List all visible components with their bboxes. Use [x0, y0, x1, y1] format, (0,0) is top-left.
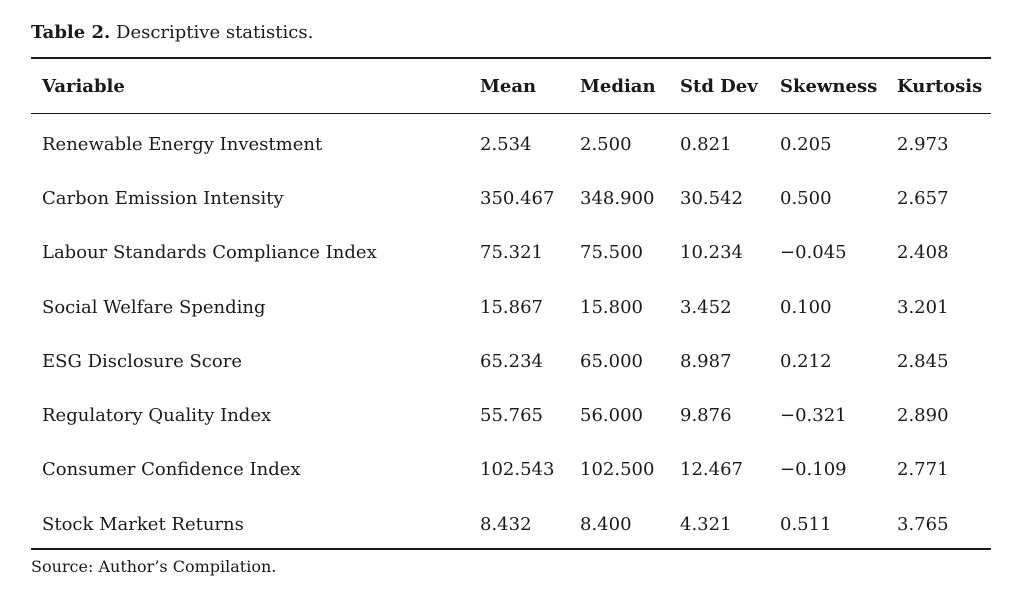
cell-std-dev: 3.452 — [680, 296, 732, 318]
cell-variable: Labour Standards Compliance Index — [42, 242, 377, 264]
cell-skewness: −0.045 — [780, 242, 847, 264]
cell-mean: 8.432 — [480, 513, 532, 535]
cell-kurtosis: 2.771 — [897, 459, 949, 481]
table-row: Stock Market Returns 8.432 8.400 4.321 0… — [31, 497, 1002, 551]
cell-median: 15.800 — [580, 296, 643, 318]
cell-mean: 2.534 — [480, 133, 532, 155]
cell-std-dev: 0.821 — [680, 133, 732, 155]
cell-variable: Social Welfare Spending — [42, 296, 266, 318]
header-variable: Variable — [42, 75, 125, 97]
cell-std-dev: 9.876 — [680, 405, 732, 427]
header-median: Median — [580, 75, 656, 97]
cell-skewness: −0.109 — [780, 459, 847, 481]
cell-variable: Consumer Confidence Index — [42, 459, 301, 481]
cell-variable: ESG Disclosure Score — [42, 350, 242, 372]
header-std-dev: Std Dev — [680, 75, 758, 97]
header-skewness: Skewness — [780, 75, 878, 97]
table-row: Labour Standards Compliance Index 75.321… — [31, 226, 1002, 280]
table-row: Regulatory Quality Index 55.765 56.000 9… — [31, 388, 1002, 442]
cell-median: 75.500 — [580, 242, 643, 264]
table-header-rule — [31, 113, 991, 114]
table-caption-text: Descriptive statistics. — [116, 22, 314, 43]
table-row: Renewable Energy Investment 2.534 2.500 … — [31, 113, 1002, 171]
cell-mean: 350.467 — [480, 187, 555, 209]
cell-skewness: 0.100 — [780, 296, 832, 318]
cell-kurtosis: 2.973 — [897, 133, 949, 155]
table-row: Carbon Emission Intensity 350.467 348.90… — [31, 171, 1002, 225]
cell-kurtosis: 3.765 — [897, 513, 949, 535]
cell-median: 56.000 — [580, 405, 643, 427]
descriptive-statistics-table: Variable Mean Median Std Dev Skewness Ku… — [31, 59, 1002, 551]
cell-median: 348.900 — [580, 187, 655, 209]
cell-mean: 65.234 — [480, 350, 543, 372]
table-caption: Table 2. Descriptive statistics. — [31, 20, 313, 46]
header-kurtosis: Kurtosis — [897, 75, 983, 97]
cell-std-dev: 8.987 — [680, 350, 732, 372]
cell-skewness: 0.511 — [780, 513, 832, 535]
table-row: Social Welfare Spending 15.867 15.800 3.… — [31, 280, 1002, 334]
table-header-row: Variable Mean Median Std Dev Skewness Ku… — [31, 59, 1002, 113]
table-bottom-rule — [31, 548, 991, 550]
cell-std-dev: 10.234 — [680, 242, 743, 264]
cell-skewness: 0.212 — [780, 350, 832, 372]
table-row: ESG Disclosure Score 65.234 65.000 8.987… — [31, 334, 1002, 388]
cell-kurtosis: 2.657 — [897, 187, 949, 209]
cell-mean: 55.765 — [480, 405, 543, 427]
cell-std-dev: 4.321 — [680, 513, 732, 535]
cell-median: 2.500 — [580, 133, 632, 155]
table-source-note: Source: Author’s Compilation. — [31, 557, 277, 576]
cell-mean: 75.321 — [480, 242, 543, 264]
cell-variable: Stock Market Returns — [42, 513, 244, 535]
cell-median: 102.500 — [580, 459, 655, 481]
cell-kurtosis: 3.201 — [897, 296, 949, 318]
cell-variable: Carbon Emission Intensity — [42, 187, 284, 209]
table-row: Consumer Confidence Index 102.543 102.50… — [31, 443, 1002, 497]
cell-skewness: −0.321 — [780, 405, 847, 427]
cell-mean: 15.867 — [480, 296, 543, 318]
cell-kurtosis: 2.408 — [897, 242, 949, 264]
table-caption-label: Table 2. — [31, 22, 111, 43]
table-top-rule — [31, 57, 991, 59]
cell-std-dev: 12.467 — [680, 459, 743, 481]
cell-variable: Regulatory Quality Index — [42, 405, 272, 427]
cell-skewness: 0.500 — [780, 187, 832, 209]
header-mean: Mean — [480, 75, 537, 97]
cell-kurtosis: 2.890 — [897, 405, 949, 427]
cell-std-dev: 30.542 — [680, 187, 743, 209]
cell-median: 8.400 — [580, 513, 632, 535]
cell-kurtosis: 2.845 — [897, 350, 949, 372]
cell-mean: 102.543 — [480, 459, 555, 481]
cell-median: 65.000 — [580, 350, 643, 372]
cell-skewness: 0.205 — [780, 133, 832, 155]
cell-variable: Renewable Energy Investment — [42, 133, 323, 155]
